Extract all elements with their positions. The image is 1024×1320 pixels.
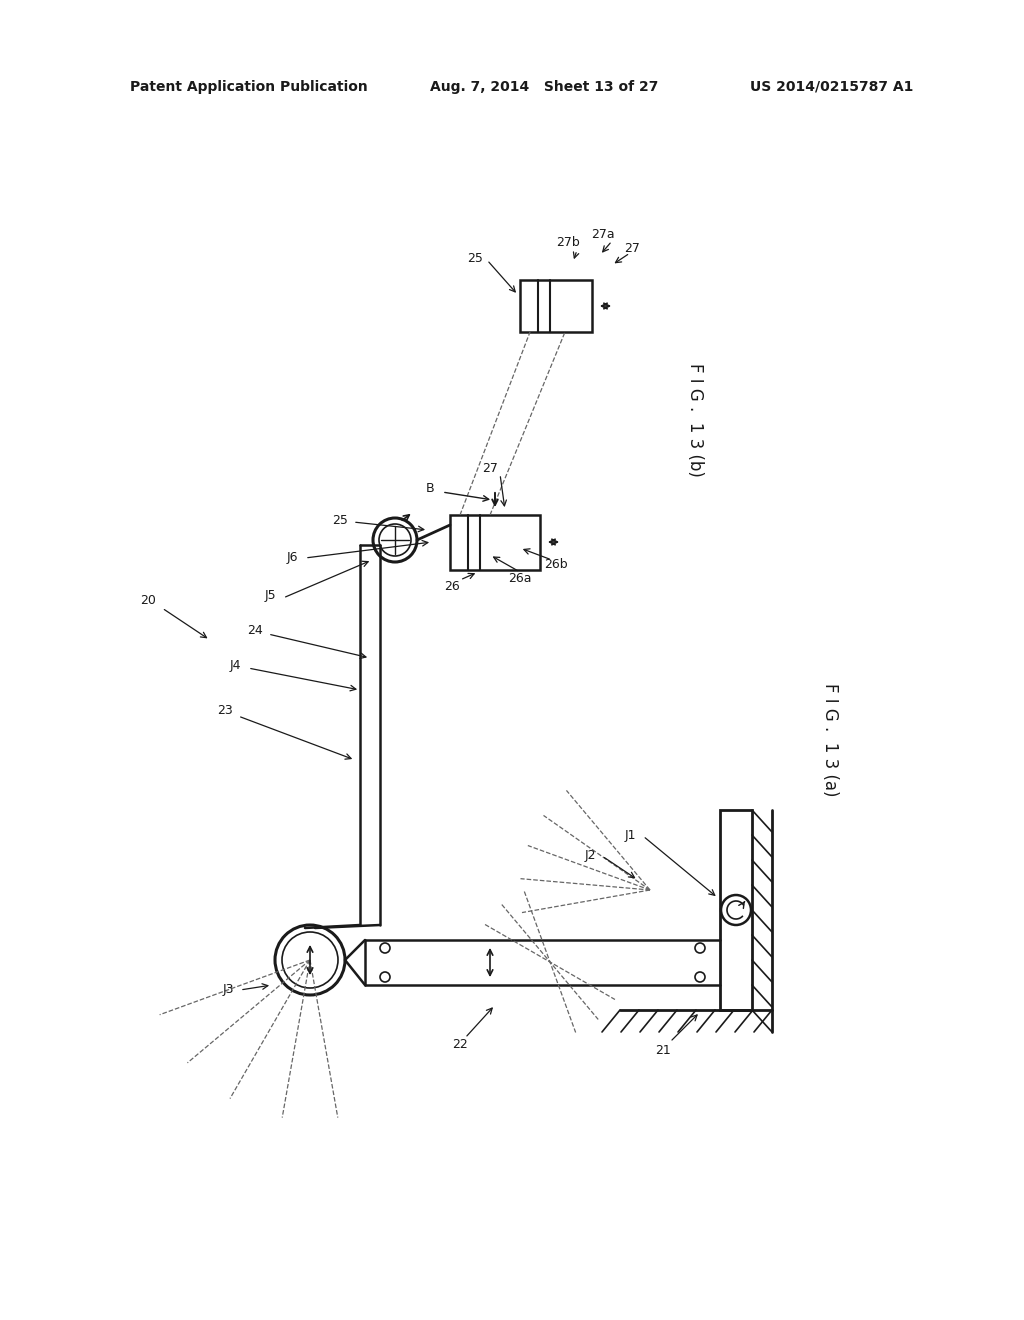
Text: 27b: 27b	[556, 236, 580, 249]
Text: 26a: 26a	[508, 572, 531, 585]
Text: 22: 22	[453, 1039, 468, 1052]
Text: 20: 20	[140, 594, 156, 606]
Text: F I G .  1 3 (b): F I G . 1 3 (b)	[686, 363, 705, 477]
Text: 25: 25	[332, 513, 348, 527]
Bar	[450, 515, 540, 570]
Text: J1: J1	[625, 829, 636, 842]
Text: B: B	[426, 482, 434, 495]
Bar	[720, 810, 752, 1010]
Text: Aug. 7, 2014   Sheet 13 of 27: Aug. 7, 2014 Sheet 13 of 27	[430, 81, 658, 94]
Text: 26: 26	[444, 579, 460, 593]
Text: 25: 25	[467, 252, 483, 264]
Text: J2: J2	[585, 849, 596, 862]
Bar	[520, 280, 592, 333]
Text: 24: 24	[247, 623, 263, 636]
Text: 21: 21	[655, 1044, 671, 1056]
Text: 27a: 27a	[591, 228, 614, 242]
Text: 27: 27	[624, 242, 640, 255]
Text: US 2014/0215787 A1: US 2014/0215787 A1	[750, 81, 913, 94]
Text: F I G .  1 3 (a): F I G . 1 3 (a)	[821, 684, 839, 797]
Text: J4: J4	[229, 659, 241, 672]
Text: 26b: 26b	[544, 558, 568, 572]
Text: 27: 27	[482, 462, 498, 474]
Text: Patent Application Publication: Patent Application Publication	[130, 81, 368, 94]
Text: J5: J5	[264, 589, 275, 602]
Text: J6: J6	[287, 552, 298, 565]
Text: 23: 23	[217, 704, 232, 717]
Text: J3: J3	[222, 983, 233, 997]
